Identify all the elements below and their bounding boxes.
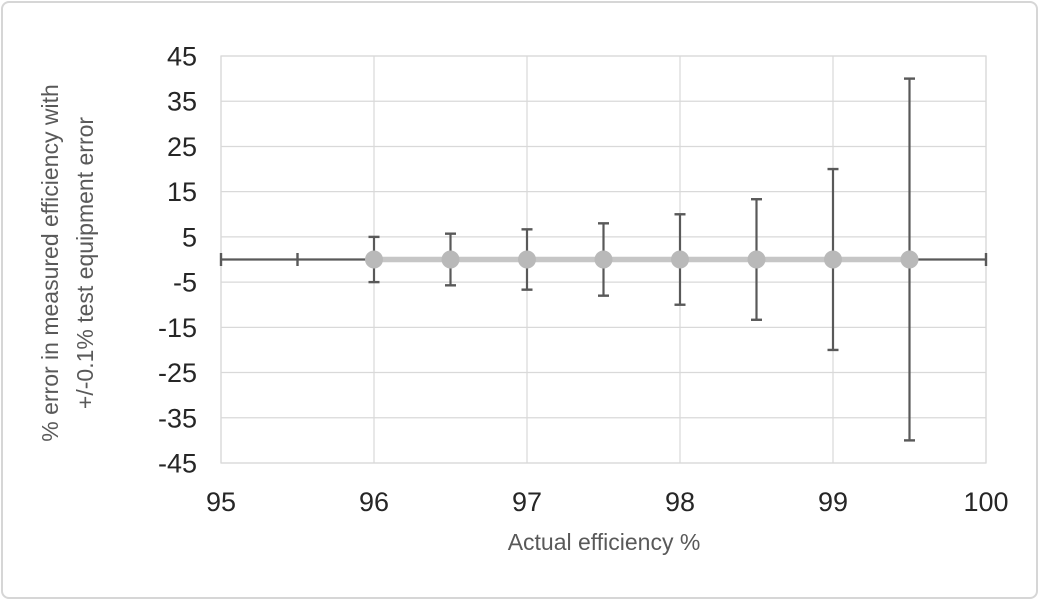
x-tick-label-100: 100 <box>963 487 1008 517</box>
y-axis-title: % error in measured efficiency with +/-0… <box>33 0 103 583</box>
marker-97 <box>518 250 536 269</box>
marker-97.5 <box>594 250 613 269</box>
marker-98.5 <box>747 250 766 269</box>
x-tick-label-99: 99 <box>818 487 848 517</box>
x-axis-title: Actual efficiency % <box>507 529 701 555</box>
y-tick-label--25: -25 <box>158 358 197 388</box>
marker-96 <box>365 250 383 269</box>
y-axis-title-line-2: +/-0.1% test equipment error <box>72 116 98 410</box>
marker-99.5 <box>900 250 919 269</box>
x-axis-tick-labels: 95 96 97 98 99 100 <box>206 487 1009 517</box>
y-tick-label-5: 5 <box>182 222 197 252</box>
y-axis-title-line-1: % error in measured efficiency with <box>37 84 63 442</box>
x-tick-label-96: 96 <box>359 487 389 517</box>
x-tick-label-95: 95 <box>206 487 236 517</box>
y-tick-label--5: -5 <box>173 268 197 298</box>
marker-98 <box>671 250 689 269</box>
data-point-markers <box>365 250 919 269</box>
y-tick-label-45: 45 <box>167 42 197 72</box>
y-tick-label-25: 25 <box>167 132 197 162</box>
y-tick-label--45: -45 <box>158 449 197 479</box>
y-tick-label-15: 15 <box>167 177 197 207</box>
x-tick-label-98: 98 <box>665 487 695 517</box>
y-tick-label--15: -15 <box>158 313 197 343</box>
marker-96.5 <box>441 250 460 269</box>
y-axis-tick-labels: 45 35 25 15 5 -5 -15 -25 -35 -45 <box>158 42 197 479</box>
y-tick-label-35: 35 <box>167 87 197 117</box>
y-tick-label--35: -35 <box>158 403 197 433</box>
x-tick-label-97: 97 <box>512 487 542 517</box>
marker-99 <box>824 250 842 269</box>
